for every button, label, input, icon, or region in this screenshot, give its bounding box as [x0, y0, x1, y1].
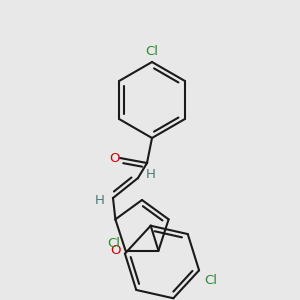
Text: O: O	[109, 152, 119, 164]
Text: H: H	[146, 169, 156, 182]
Text: Cl: Cl	[107, 237, 120, 250]
Text: Cl: Cl	[146, 45, 158, 58]
Text: O: O	[110, 244, 121, 257]
Text: Cl: Cl	[204, 274, 217, 287]
Text: H: H	[95, 194, 105, 208]
